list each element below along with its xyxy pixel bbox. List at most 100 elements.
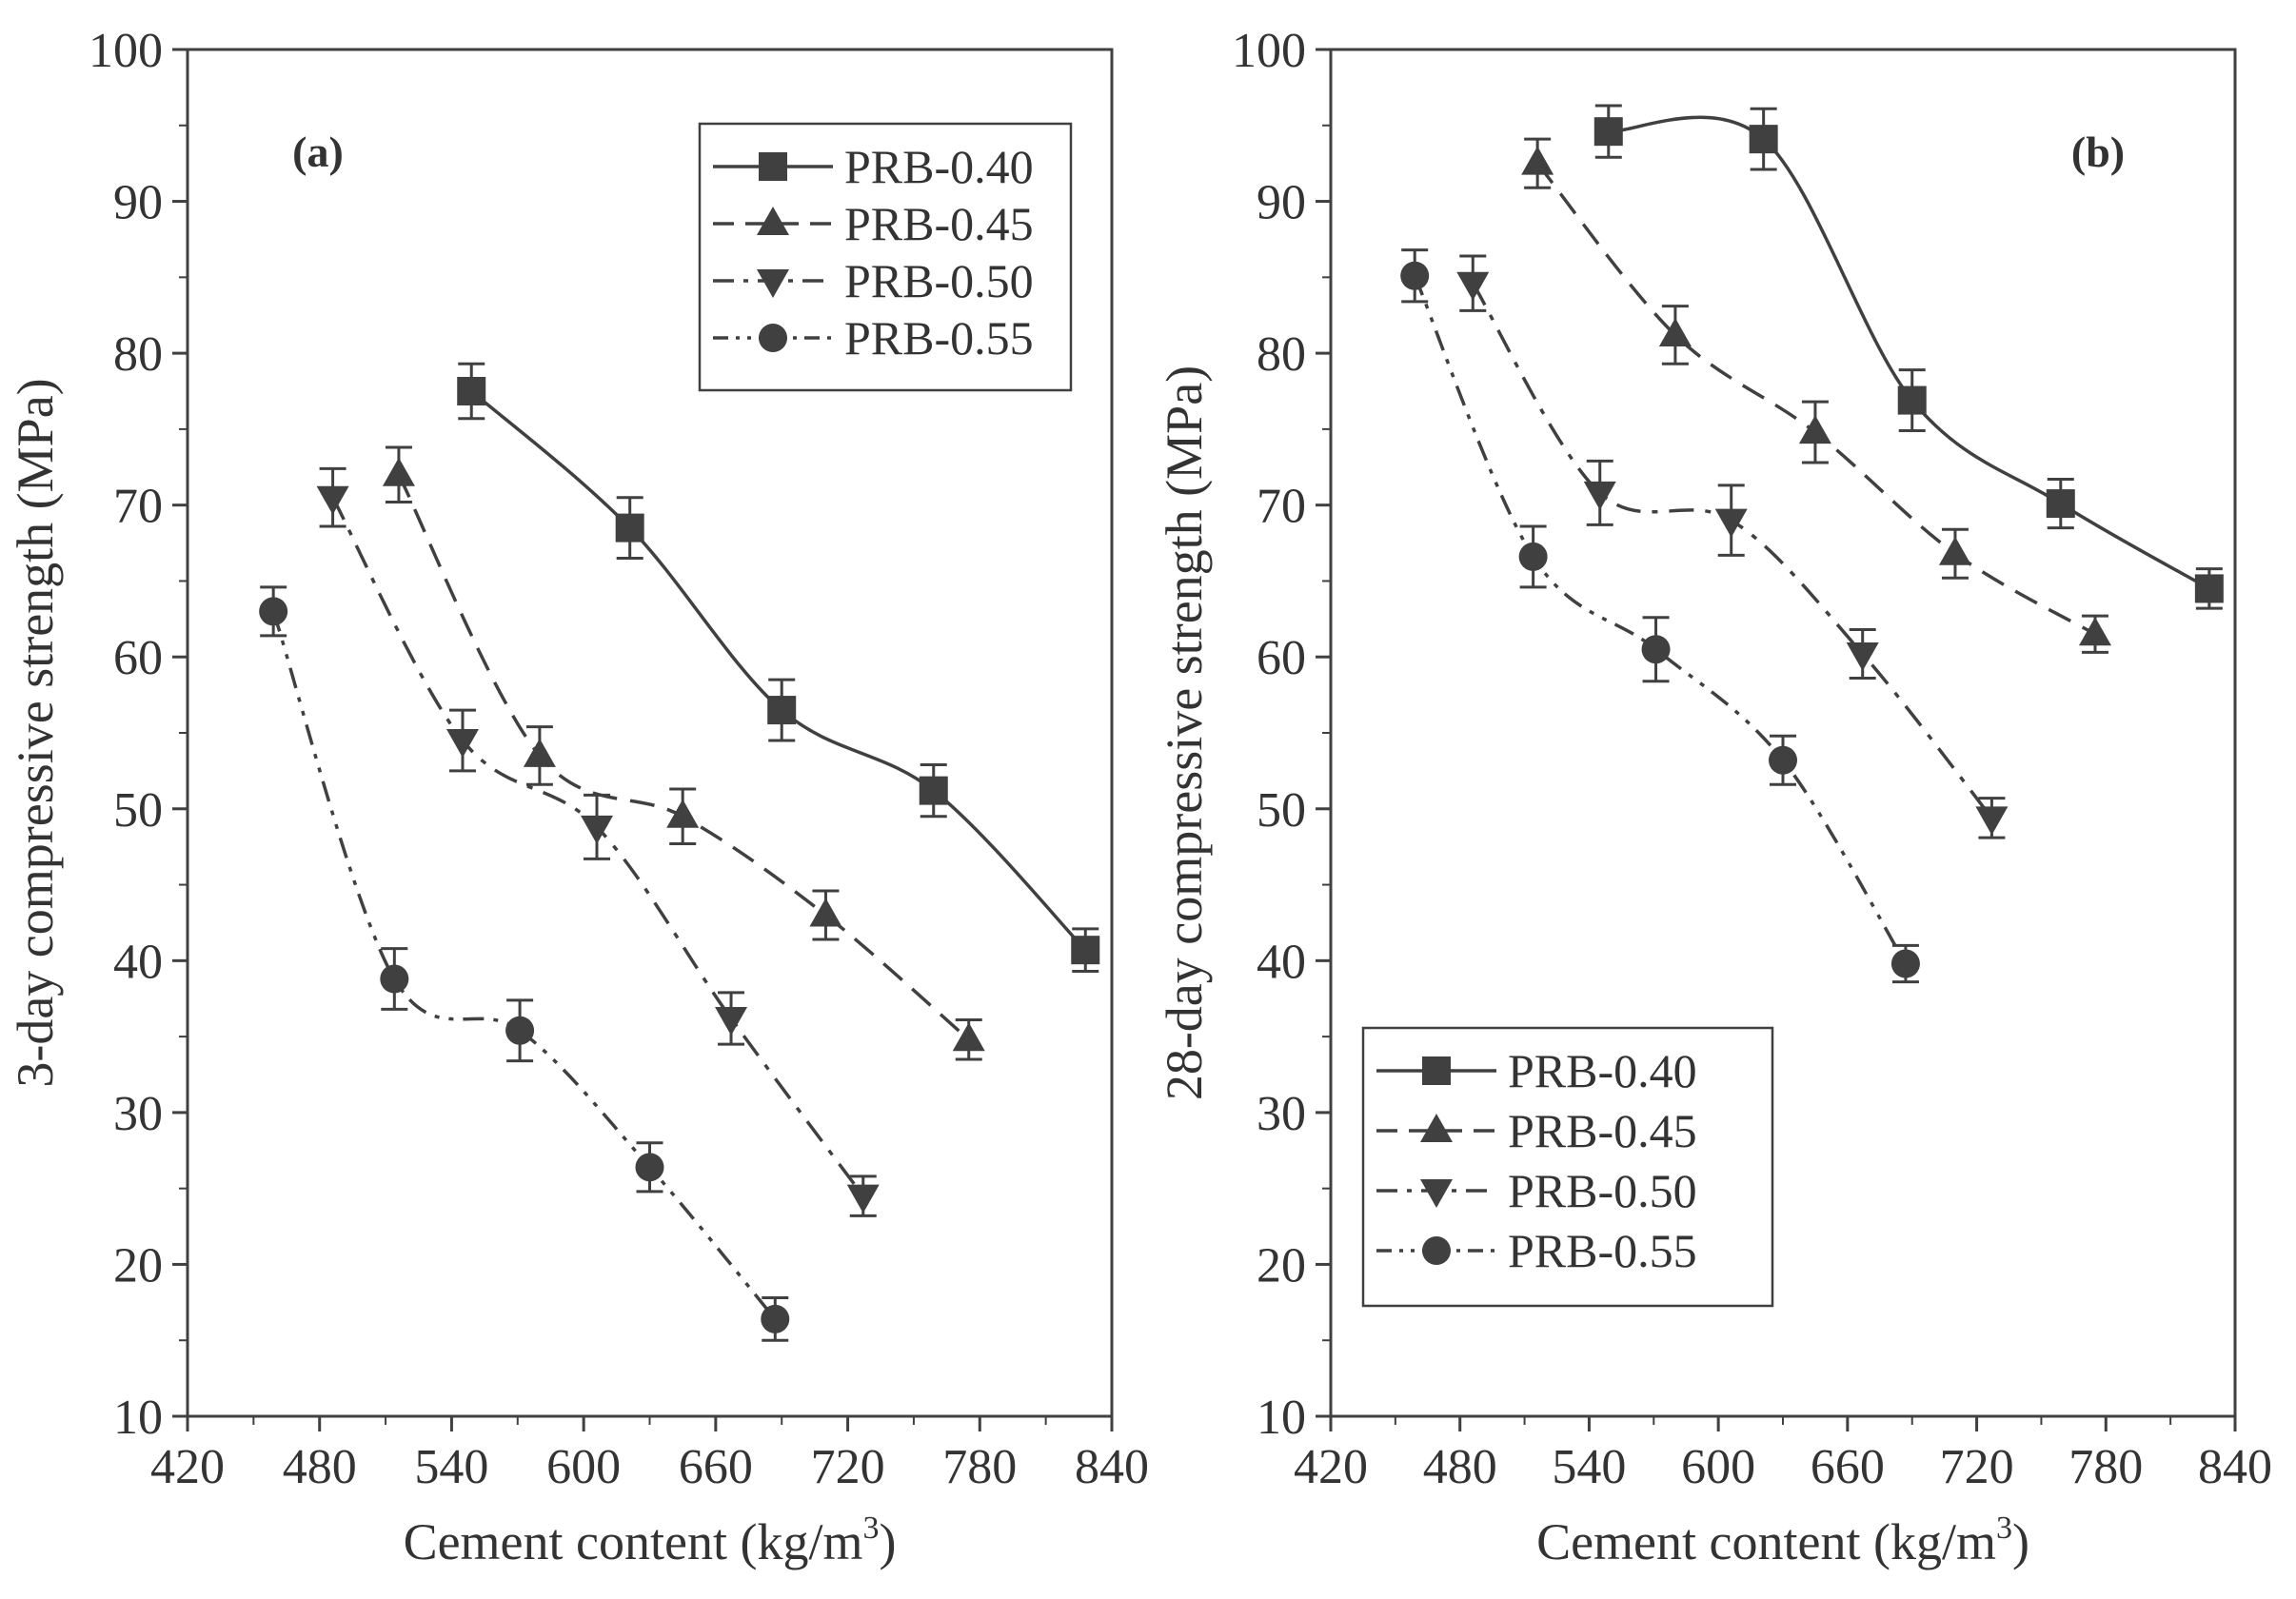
data-point: [1518, 542, 1548, 571]
x-tick-label: 660: [679, 1440, 753, 1494]
data-point: [1846, 642, 1879, 672]
data-point: [1890, 949, 1920, 978]
y-tick-label: 70: [113, 480, 163, 534]
data-point: [316, 485, 349, 515]
y-tick-label: 40: [113, 935, 163, 989]
x-tick-label: 540: [1552, 1440, 1626, 1494]
y-tick-label: 100: [89, 24, 163, 78]
data-point: [952, 1022, 985, 1052]
data-point: [809, 898, 842, 927]
y-tick-label: 50: [1257, 783, 1306, 838]
x-tick-label: 840: [2198, 1440, 2272, 1494]
y-tick-label: 30: [1257, 1087, 1306, 1141]
y-tick-label: 80: [1257, 327, 1306, 382]
data-point: [635, 1153, 664, 1182]
x-axis-title-main: Cement content (kg/m: [1536, 1513, 1996, 1570]
y-axis-title: 28-day compressive strength (MPa): [1156, 365, 1213, 1100]
data-point: [1975, 806, 2009, 836]
data-point: [1897, 385, 1927, 415]
legend-label: PRB-0.55: [1508, 1224, 1697, 1277]
series-PRB-0.40: [1593, 104, 2224, 610]
data-point: [380, 964, 409, 994]
data-point: [1658, 317, 1692, 346]
x-tick-label: 420: [150, 1440, 225, 1494]
y-tick-label: 90: [1257, 176, 1306, 230]
data-point: [615, 513, 644, 543]
data-point: [523, 738, 556, 767]
data-point: [445, 728, 479, 758]
data-point: [1749, 125, 1778, 154]
x-tick-label: 600: [1681, 1440, 1755, 1494]
data-point: [581, 815, 614, 844]
data-point: [1071, 936, 1100, 965]
x-tick-label: 540: [414, 1440, 488, 1494]
series-PRB-0.50: [1456, 254, 2009, 839]
panel-label: (b): [2071, 128, 2125, 176]
data-point: [1456, 271, 1490, 301]
x-axis-title-superscript: 3: [862, 1510, 879, 1546]
x-axis-title: Cement content (kg/m3): [404, 1510, 897, 1570]
x-tick-label: 780: [2068, 1440, 2143, 1494]
data-point: [382, 457, 415, 486]
x-tick-label: 480: [283, 1440, 357, 1494]
x-tick-label: 660: [1811, 1440, 1885, 1494]
series-PRB-0.55: [259, 585, 790, 1342]
legend-marker: [1420, 1114, 1453, 1142]
y-tick-label: 60: [1257, 631, 1306, 685]
data-point: [1714, 508, 1748, 538]
legend-label: PRB-0.40: [1508, 1044, 1697, 1097]
legend-label: PRB-0.50: [1508, 1164, 1697, 1217]
x-tick-label: 600: [546, 1440, 621, 1494]
data-point: [2194, 574, 2224, 603]
data-point: [1769, 745, 1797, 775]
y-tick-label: 70: [1257, 480, 1306, 534]
legend-label: PRB-0.55: [844, 311, 1034, 365]
data-point: [259, 597, 288, 626]
legend: PRB-0.40 PRB-0.45 PRB-0.50 PRB-0.55: [1361, 1026, 1774, 1308]
series-PRB-0.45: [1521, 137, 2111, 654]
x-axis-title-close: ): [879, 1513, 896, 1570]
x-tick-label: 720: [1940, 1440, 2014, 1494]
legend-marker: [757, 207, 789, 235]
x-axis-title: Cement content (kg/m3): [1536, 1510, 2029, 1570]
series-line: [271, 610, 777, 1321]
legend-marker: [1422, 1056, 1451, 1085]
legend-marker: [1422, 1236, 1451, 1265]
series-PRB-0.40: [457, 362, 1100, 974]
data-point: [1938, 536, 1971, 565]
x-axis-title-main: Cement content (kg/m: [404, 1513, 863, 1570]
y-tick-label: 90: [113, 176, 163, 230]
x-tick-label: 720: [811, 1440, 885, 1494]
y-tick-label: 100: [1232, 24, 1306, 78]
data-point: [846, 1184, 880, 1214]
series-PRB-0.50: [316, 466, 880, 1217]
y-tick-label: 50: [113, 783, 163, 838]
legend-label: PRB-0.45: [1508, 1104, 1697, 1157]
series-line: [1413, 275, 1908, 965]
data-point: [919, 776, 948, 805]
y-tick-label: 80: [113, 327, 163, 382]
panel-label: (a): [292, 128, 344, 176]
x-tick-label: 780: [942, 1440, 1017, 1494]
series-line: [397, 474, 970, 1041]
data-point: [666, 799, 700, 828]
data-point: [1521, 146, 1554, 175]
y-tick-label: 10: [1257, 1391, 1306, 1445]
data-point: [457, 377, 486, 405]
data-point: [1641, 635, 1671, 664]
data-point: [715, 1006, 748, 1036]
x-tick-label: 840: [1075, 1440, 1149, 1494]
legend-label: PRB-0.50: [844, 254, 1034, 307]
x-tick-label: 420: [1294, 1440, 1368, 1494]
data-point: [761, 1304, 790, 1333]
data-point: [2078, 617, 2111, 646]
data-point: [505, 1016, 535, 1045]
y-tick-label: 20: [1257, 1238, 1306, 1293]
legend-label: PRB-0.40: [844, 140, 1034, 193]
data-point: [767, 696, 797, 725]
legend-marker: [1420, 1179, 1453, 1208]
x-axis-title-superscript: 3: [1996, 1510, 2012, 1546]
legend-marker: [759, 152, 787, 181]
